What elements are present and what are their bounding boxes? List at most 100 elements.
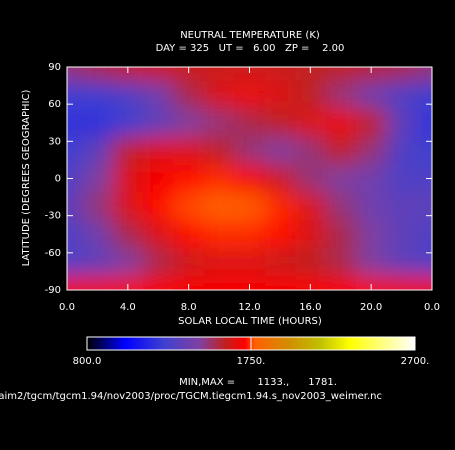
heat-cell — [264, 108, 296, 138]
heat-cell — [67, 276, 83, 290]
heat-cell — [386, 164, 418, 193]
heat-cell — [264, 80, 296, 110]
heat-cell — [173, 276, 205, 290]
heat-cell — [143, 164, 174, 193]
heat-cell — [325, 276, 357, 290]
heat-cell — [67, 80, 83, 110]
heat-cell — [112, 108, 144, 138]
y-tick-label: 30 — [48, 136, 61, 147]
heat-cell — [295, 248, 327, 277]
heat-cell — [386, 136, 418, 166]
heat-cell — [82, 248, 114, 277]
heat-cell — [386, 67, 418, 82]
heat-cell — [295, 67, 327, 82]
heat-cell — [416, 80, 432, 110]
heat-cell — [234, 192, 266, 221]
heat-cell — [295, 80, 327, 110]
heat-cell — [416, 108, 432, 138]
heat-cell — [386, 80, 418, 110]
heat-cell — [264, 192, 296, 221]
file-label: /aim2/tgcm/tgcm1.94/nov2003/proc/TGCM.ti… — [0, 391, 382, 402]
heat-cell — [264, 276, 296, 290]
x-tick-label: 4.0 — [120, 302, 136, 313]
chart-title: NEUTRAL TEMPERATURE (K) — [180, 30, 320, 41]
heat-cell — [203, 276, 235, 290]
heat-cell — [295, 136, 327, 166]
heat-cell — [143, 67, 174, 82]
heat-cell — [143, 276, 174, 290]
heat-cell — [416, 220, 432, 249]
heat-cell — [203, 192, 235, 221]
x-tick-label: 0.0 — [424, 302, 440, 313]
x-tick-label: 8.0 — [181, 302, 197, 313]
heat-cell — [203, 67, 235, 82]
heat-cell — [82, 220, 114, 249]
x-tick-label: 12.0 — [238, 302, 260, 313]
heat-cell — [264, 136, 296, 166]
heat-cell — [112, 136, 144, 166]
heat-cell — [325, 220, 357, 249]
heat-cell — [295, 220, 327, 249]
x-tick-label: 16.0 — [299, 302, 321, 313]
x-tick-label: 20.0 — [360, 302, 382, 313]
heatmap — [67, 67, 432, 290]
heat-cell — [173, 248, 205, 277]
heat-cell — [264, 248, 296, 277]
heat-cell — [67, 192, 83, 221]
heat-cell — [264, 67, 296, 82]
colorbar-tick-label: 2700. — [401, 356, 430, 367]
heat-cell — [143, 248, 174, 277]
heat-cell — [264, 220, 296, 249]
heat-cell — [112, 220, 144, 249]
heat-cell — [173, 164, 205, 193]
heat-cell — [386, 192, 418, 221]
heat-cell — [416, 192, 432, 221]
heat-cell — [82, 108, 114, 138]
heat-cell — [173, 108, 205, 138]
chart-subtitle: DAY = 325 UT = 6.00 ZP = 2.00 — [156, 43, 345, 54]
heat-cell — [234, 80, 266, 110]
y-tick-label: 60 — [48, 99, 61, 110]
y-tick-label: 90 — [48, 62, 61, 73]
heat-cell — [143, 220, 174, 249]
heat-cell — [67, 220, 83, 249]
heat-cell — [416, 164, 432, 193]
heat-cell — [325, 248, 357, 277]
heat-cell — [112, 164, 144, 193]
heat-cell — [234, 276, 266, 290]
heat-cell — [355, 80, 387, 110]
heat-cell — [386, 276, 418, 290]
heat-cell — [325, 136, 357, 166]
heat-cell — [295, 192, 327, 221]
heat-cell — [67, 136, 83, 166]
heat-cell — [325, 164, 357, 193]
heat-cell — [143, 108, 174, 138]
heat-cell — [203, 80, 235, 110]
heat-cell — [112, 248, 144, 277]
heat-cell — [416, 136, 432, 166]
y-tick-label: -60 — [45, 248, 61, 259]
heat-cell — [295, 108, 327, 138]
heat-cell — [203, 248, 235, 277]
heat-cell — [386, 248, 418, 277]
heat-cell — [173, 220, 205, 249]
heat-cell — [82, 80, 114, 110]
heat-cell — [234, 248, 266, 277]
heat-cell — [82, 136, 114, 166]
heat-cell — [355, 220, 387, 249]
heat-cell — [416, 67, 432, 82]
minmax-label: MIN,MAX = 1133., 1781. — [179, 377, 337, 388]
heat-cell — [355, 67, 387, 82]
heat-cell — [67, 67, 83, 82]
heat-cell — [203, 220, 235, 249]
heat-cell — [173, 136, 205, 166]
y-tick-label: 0 — [55, 174, 61, 185]
heat-cell — [325, 108, 357, 138]
heat-cell — [67, 164, 83, 193]
heat-cell — [416, 276, 432, 290]
heat-cell — [355, 136, 387, 166]
heat-cell — [82, 67, 114, 82]
heat-cell — [234, 220, 266, 249]
